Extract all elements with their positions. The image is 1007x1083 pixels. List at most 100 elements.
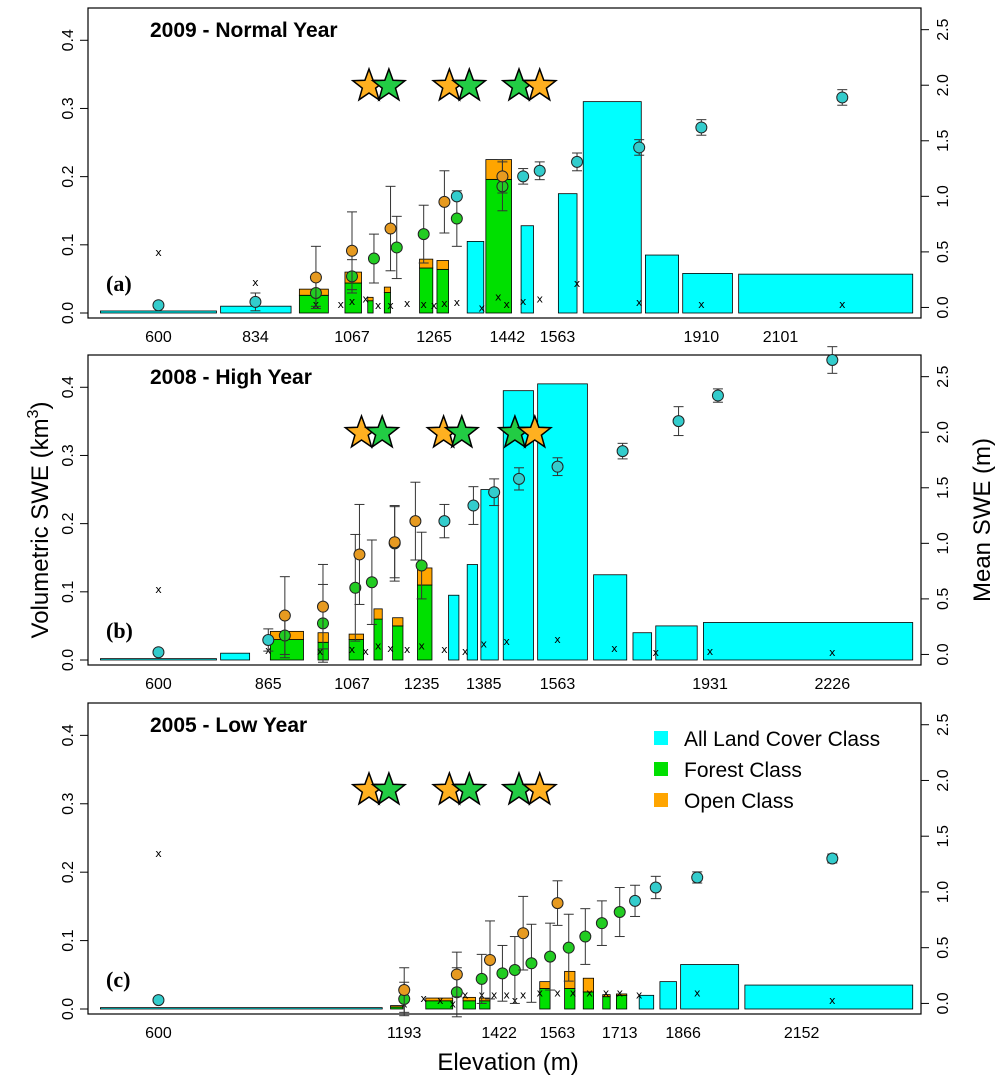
forest-class-bar	[485, 178, 512, 314]
open-class-bar	[582, 977, 595, 993]
all-class-bar	[448, 594, 460, 661]
all-point	[249, 295, 262, 308]
x-tick-label: 1931	[692, 676, 728, 693]
y-right-tick-label: 0.0	[935, 296, 952, 318]
y-right-tick-label: 2.5	[935, 18, 952, 40]
open-point	[353, 548, 366, 561]
y-right-tick-label: 1.0	[935, 532, 952, 554]
x-tick-label: 1713	[602, 1025, 638, 1042]
cv-marker: x	[536, 293, 543, 306]
panel-title: 2005 - Low Year	[150, 714, 307, 737]
y-right-tick-label: 0.0	[935, 643, 952, 665]
forest-point	[367, 252, 380, 265]
significance-star-forest	[364, 413, 401, 449]
significance-star-open	[521, 66, 558, 102]
cv-marker: x	[155, 583, 162, 596]
x-tick-label: 1910	[684, 329, 720, 346]
cv-marker: x	[829, 994, 836, 1007]
all-point	[551, 460, 564, 473]
cv-marker: x	[495, 290, 502, 303]
all-class-bar	[738, 273, 914, 314]
cv-marker: x	[503, 635, 510, 648]
cv-marker: x	[338, 298, 345, 311]
open-point	[551, 897, 564, 910]
y-right-tick-label: 0.5	[935, 936, 952, 958]
cv-marker: x	[362, 293, 369, 306]
y-left-tick-label: 0.0	[60, 998, 77, 1020]
x-tick-label: 600	[145, 1025, 172, 1042]
panel-title: 2008 - High Year	[150, 366, 312, 389]
cv-marker: x	[404, 643, 411, 656]
cv-marker: x	[616, 986, 623, 999]
legend-label-open: Open Class	[684, 790, 794, 813]
open-point	[398, 984, 411, 997]
all-point	[571, 155, 584, 168]
forest-point	[595, 917, 608, 930]
y-left-tick-label: 0.3	[60, 793, 77, 815]
open-point	[450, 968, 463, 981]
all-class-bar	[682, 273, 733, 314]
open-class-bar	[367, 296, 374, 302]
y-right-tick-label: 2.0	[935, 421, 952, 443]
y-left-tick-label: 0.2	[60, 512, 77, 534]
significance-star-forest	[451, 66, 488, 102]
cv-marker: x	[420, 298, 427, 311]
all-point	[672, 415, 685, 428]
y-right-tick-label: 0.5	[935, 241, 952, 263]
cv-marker: x	[603, 986, 610, 999]
open-class-bar	[615, 993, 628, 996]
x-tick-label: 2152	[784, 1025, 820, 1042]
forest-point	[579, 930, 592, 943]
all-class-bar	[659, 981, 677, 1010]
significance-star-forest	[370, 770, 408, 806]
all-class-bar	[466, 564, 478, 661]
x-tick-label: 1067	[334, 676, 370, 693]
cv-marker: x	[375, 299, 382, 312]
open-point	[278, 609, 291, 622]
y-left-tick-label: 0.0	[60, 302, 77, 324]
panel-label: (c)	[106, 967, 130, 992]
all-class-bar	[537, 383, 588, 661]
cv-marker: x	[317, 645, 324, 658]
forest-point	[613, 906, 626, 919]
cv-marker: x	[839, 298, 846, 311]
cv-marker: x	[536, 986, 543, 999]
x-tick-label: 1265	[416, 329, 452, 346]
cv-marker: x	[431, 299, 438, 312]
legend-swatch-all	[654, 731, 668, 745]
all-class-bar	[632, 632, 653, 661]
all-point	[695, 121, 708, 134]
x-tick-label: 1422	[481, 1025, 517, 1042]
significance-star-forest	[370, 66, 408, 102]
forest-class-bar	[392, 625, 404, 661]
open-class-bar	[390, 1005, 404, 1008]
x-tick-label: 1563	[540, 329, 576, 346]
cv-marker: x	[462, 989, 469, 1002]
all-point	[826, 852, 839, 865]
open-class-bar	[392, 617, 404, 627]
x-tick-label: 834	[242, 329, 269, 346]
all-point	[533, 164, 546, 177]
open-point	[496, 170, 509, 183]
y-right-tick-label: 0.0	[935, 992, 952, 1014]
all-point	[517, 170, 530, 183]
cv-marker: x	[404, 297, 411, 310]
all-point	[467, 499, 480, 512]
y-left-tick-label: 0.4	[60, 29, 77, 51]
all-class-bar	[744, 984, 914, 1010]
y-left-tick-label: 0.1	[60, 929, 77, 951]
open-point	[483, 953, 496, 966]
panel-title: 2009 - Normal Year	[150, 19, 338, 42]
cv-marker: x	[707, 645, 714, 658]
forest-point	[544, 950, 557, 963]
all-point	[633, 141, 646, 154]
cv-marker: x	[698, 298, 705, 311]
x-tick-label: 1067	[334, 329, 370, 346]
cv-marker: x	[349, 295, 356, 308]
open-point	[316, 600, 329, 613]
significance-star-open	[516, 413, 553, 449]
y-right-tick-label: 2.5	[935, 714, 952, 736]
open-class-bar	[564, 970, 576, 989]
all-class-bar	[582, 101, 642, 314]
x-tick-label: 1442	[490, 329, 526, 346]
